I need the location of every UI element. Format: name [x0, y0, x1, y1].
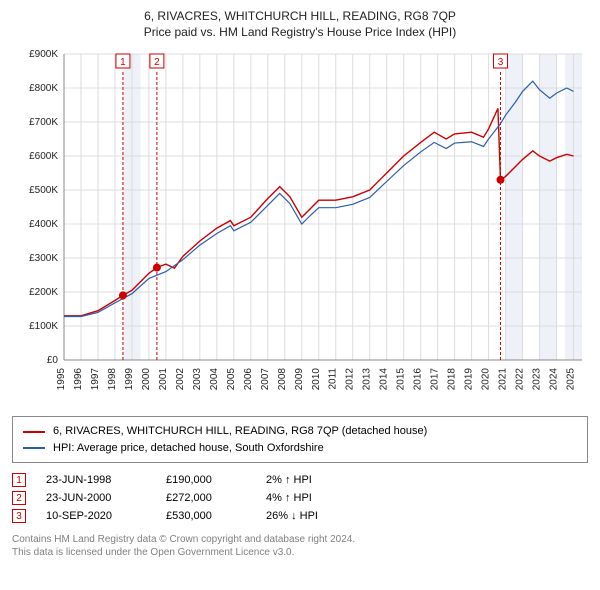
svg-text:£0: £0 — [47, 355, 59, 366]
title-line2: Price paid vs. HM Land Registry's House … — [12, 24, 588, 40]
svg-text:2010: 2010 — [311, 368, 322, 391]
svg-text:2007: 2007 — [260, 368, 271, 391]
event-price: £272,000 — [166, 492, 246, 504]
svg-text:£400K: £400K — [29, 219, 58, 230]
event-date: 10-SEP-2020 — [46, 510, 146, 522]
svg-text:2016: 2016 — [413, 368, 424, 391]
svg-text:2009: 2009 — [294, 368, 305, 391]
event-date: 23-JUN-1998 — [46, 474, 146, 486]
event-price: £190,000 — [166, 474, 246, 486]
svg-text:2014: 2014 — [379, 368, 390, 391]
svg-text:£800K: £800K — [29, 83, 58, 94]
svg-text:2013: 2013 — [362, 368, 373, 391]
svg-text:2019: 2019 — [464, 368, 475, 391]
svg-text:2021: 2021 — [498, 368, 509, 391]
svg-text:2017: 2017 — [430, 368, 441, 391]
svg-text:2004: 2004 — [209, 368, 220, 391]
svg-text:2024: 2024 — [549, 368, 560, 391]
chart-title: 6, RIVACRES, WHITCHURCH HILL, READING, R… — [12, 8, 588, 40]
legend-row: 6, RIVACRES, WHITCHURCH HILL, READING, R… — [23, 423, 577, 440]
svg-text:2025: 2025 — [566, 368, 577, 391]
event-marker: 1 — [12, 473, 26, 487]
svg-text:2018: 2018 — [447, 368, 458, 391]
svg-text:2023: 2023 — [532, 368, 543, 391]
svg-text:1997: 1997 — [90, 368, 101, 391]
svg-text:£900K: £900K — [29, 49, 58, 60]
svg-text:2020: 2020 — [481, 368, 492, 391]
title-line1: 6, RIVACRES, WHITCHURCH HILL, READING, R… — [12, 8, 588, 24]
svg-text:£700K: £700K — [29, 117, 58, 128]
svg-text:1: 1 — [120, 57, 126, 68]
attribution-line1: Contains HM Land Registry data © Crown c… — [12, 533, 588, 546]
svg-text:2000: 2000 — [141, 368, 152, 391]
svg-text:2003: 2003 — [192, 368, 203, 391]
event-marker: 2 — [12, 491, 26, 505]
event-row: 3 10-SEP-2020 £530,000 26% ↓ HPI — [12, 507, 588, 525]
event-row: 2 23-JUN-2000 £272,000 4% ↑ HPI — [12, 489, 588, 507]
event-hpi: 2% ↑ HPI — [266, 474, 366, 486]
svg-text:1998: 1998 — [107, 368, 118, 391]
svg-text:1995: 1995 — [56, 368, 67, 391]
legend-swatch — [23, 447, 45, 449]
legend-row: HPI: Average price, detached house, Sout… — [23, 440, 577, 457]
svg-text:2002: 2002 — [175, 368, 186, 391]
svg-text:2022: 2022 — [515, 368, 526, 391]
svg-text:2001: 2001 — [158, 368, 169, 391]
price-chart: £0 £100K £200K £300K £400K £500K £600K £700K £80… — [12, 46, 588, 406]
event-marker: 3 — [12, 509, 26, 523]
svg-text:2011: 2011 — [328, 368, 339, 390]
svg-text:£600K: £600K — [29, 151, 58, 162]
legend-label: 6, RIVACRES, WHITCHURCH HILL, READING, R… — [53, 423, 427, 440]
svg-text:£100K: £100K — [29, 321, 58, 332]
svg-text:2006: 2006 — [243, 368, 254, 391]
event-row: 1 23-JUN-1998 £190,000 2% ↑ HPI — [12, 471, 588, 489]
attribution: Contains HM Land Registry data © Crown c… — [12, 533, 588, 559]
event-hpi: 26% ↓ HPI — [266, 510, 366, 522]
svg-text:1996: 1996 — [73, 368, 84, 391]
svg-text:2005: 2005 — [226, 368, 237, 391]
event-hpi: 4% ↑ HPI — [266, 492, 366, 504]
event-price: £530,000 — [166, 510, 246, 522]
svg-text:2015: 2015 — [396, 368, 407, 391]
svg-text:£300K: £300K — [29, 253, 58, 264]
svg-text:£200K: £200K — [29, 287, 58, 298]
legend: 6, RIVACRES, WHITCHURCH HILL, READING, R… — [12, 416, 588, 463]
svg-text:2: 2 — [154, 57, 160, 68]
events-table: 1 23-JUN-1998 £190,000 2% ↑ HPI 2 23-JUN-2000… — [12, 471, 588, 525]
legend-swatch — [23, 431, 45, 433]
svg-text:3: 3 — [498, 57, 504, 68]
legend-label: HPI: Average price, detached house, Sout… — [53, 440, 324, 457]
event-date: 23-JUN-2000 — [46, 492, 146, 504]
attribution-line2: This data is licensed under the Open Gov… — [12, 546, 588, 559]
svg-text:2008: 2008 — [277, 368, 288, 391]
svg-text:£500K: £500K — [29, 185, 58, 196]
svg-text:1999: 1999 — [124, 368, 135, 391]
svg-text:2012: 2012 — [345, 368, 356, 391]
